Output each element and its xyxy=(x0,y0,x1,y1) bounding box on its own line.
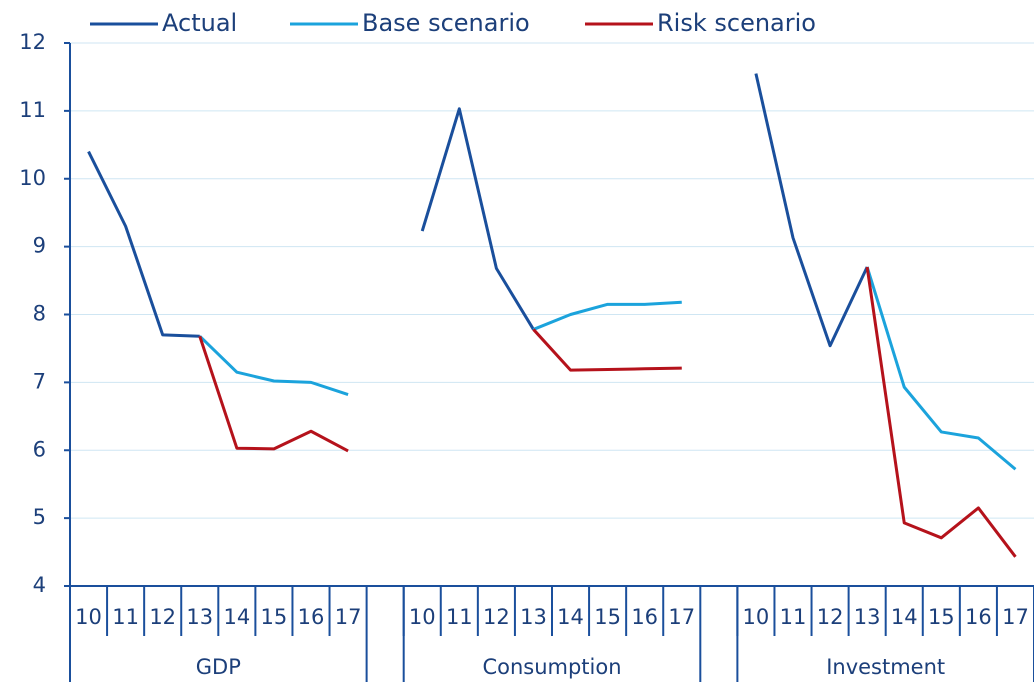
y-tick-label: 6 xyxy=(33,437,46,461)
legend-label: Risk scenario xyxy=(657,9,816,37)
x-tick-label: 17 xyxy=(335,605,362,629)
x-tick-label: 13 xyxy=(854,605,881,629)
x-tick-label: 10 xyxy=(75,605,102,629)
y-tick-label: 10 xyxy=(19,166,46,190)
x-tick-label: 12 xyxy=(149,605,176,629)
y-tick-label: 7 xyxy=(33,369,46,393)
y-tick-label: 8 xyxy=(33,302,46,326)
x-tick-label: 14 xyxy=(891,605,918,629)
y-tick-label: 5 xyxy=(33,505,46,529)
series-line xyxy=(198,266,1017,558)
legend-label: Actual xyxy=(162,9,237,37)
x-tick-label: 12 xyxy=(483,605,510,629)
y-tick-label: 11 xyxy=(19,98,46,122)
x-tick-label: 11 xyxy=(112,605,139,629)
x-tick-label: 16 xyxy=(298,605,325,629)
x-tick-label: 11 xyxy=(446,605,473,629)
x-tick-label: 14 xyxy=(223,605,250,629)
y-tick-label: 9 xyxy=(33,234,46,258)
y-tick-label: 12 xyxy=(19,30,46,54)
x-tick-label: 10 xyxy=(409,605,436,629)
x-tick-label: 13 xyxy=(186,605,213,629)
x-tick-label: 17 xyxy=(668,605,695,629)
x-tick-label: 16 xyxy=(965,605,992,629)
x-tick-label: 11 xyxy=(780,605,807,629)
series-line xyxy=(87,73,869,348)
y-tick-label: 4 xyxy=(33,573,46,597)
group-label: Consumption xyxy=(482,655,621,679)
x-tick-label: 14 xyxy=(557,605,584,629)
x-tick-label: 10 xyxy=(743,605,770,629)
x-tick-label: 15 xyxy=(594,605,621,629)
x-tick-label: 15 xyxy=(928,605,955,629)
x-tick-label: 15 xyxy=(261,605,288,629)
legend-label: Base scenario xyxy=(362,9,530,37)
x-tick-label: 16 xyxy=(631,605,658,629)
group-label: Investment xyxy=(826,655,945,679)
x-tick-label: 17 xyxy=(1002,605,1029,629)
group-label: GDP xyxy=(196,655,241,679)
x-tick-label: 13 xyxy=(520,605,547,629)
series-line xyxy=(198,266,1017,471)
x-tick-label: 12 xyxy=(817,605,844,629)
